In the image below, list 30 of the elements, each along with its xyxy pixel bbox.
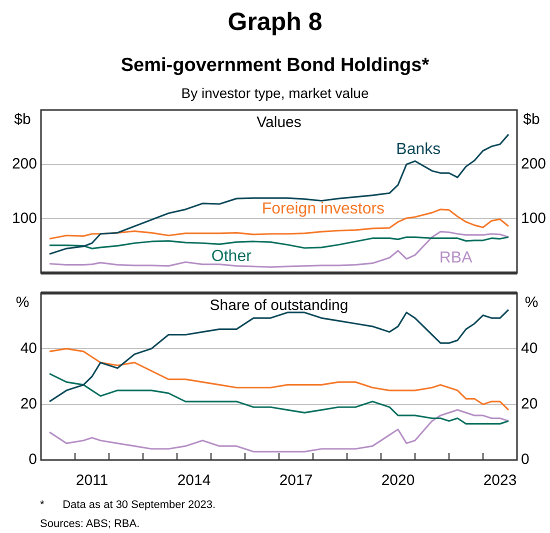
chart-subtitle: Semi-government Bond Holdings*	[120, 55, 430, 77]
x-tick-label: 2011	[76, 472, 108, 490]
text: By investor type, market value	[180, 85, 370, 101]
y-tick-label: 100	[12, 210, 37, 227]
y-axis-title: %	[16, 294, 30, 312]
source-note: Sources: ABS; RBA.	[40, 518, 140, 530]
y2-tick-label: 100	[521, 210, 546, 227]
y2-axis-title: $b	[523, 111, 540, 128]
series-label: Foreign investors	[262, 200, 385, 218]
y-tick-label: 200	[12, 155, 37, 172]
x-tick-label: 2014	[177, 472, 211, 490]
y2-tick-label: 20	[521, 395, 538, 412]
x-tick-label: 2020	[381, 472, 415, 490]
y2-tick-label: 200	[521, 155, 546, 172]
x-tick-label: 2017	[279, 472, 313, 490]
x-tick-label: 2023	[483, 472, 517, 490]
series-label: Banks	[396, 141, 441, 158]
y2-tick-label: 0	[521, 451, 530, 468]
y-axis-title: $b	[14, 111, 31, 128]
y-tick-label: 20	[20, 395, 37, 412]
y2-tick-label: 40	[521, 340, 538, 357]
text: * Data as at 30 September 2023.	[40, 499, 216, 511]
series-label: Other	[211, 248, 252, 266]
series-label: RBA	[439, 250, 473, 267]
y2-axis-title: %	[524, 294, 538, 312]
chart-title: Share of outstanding	[210, 297, 348, 314]
annotation: Values	[256, 114, 302, 132]
y-tick-label: 40	[20, 340, 37, 357]
chart-title: Graph 8	[226, 8, 324, 37]
y-tick-label: 0	[28, 451, 37, 468]
